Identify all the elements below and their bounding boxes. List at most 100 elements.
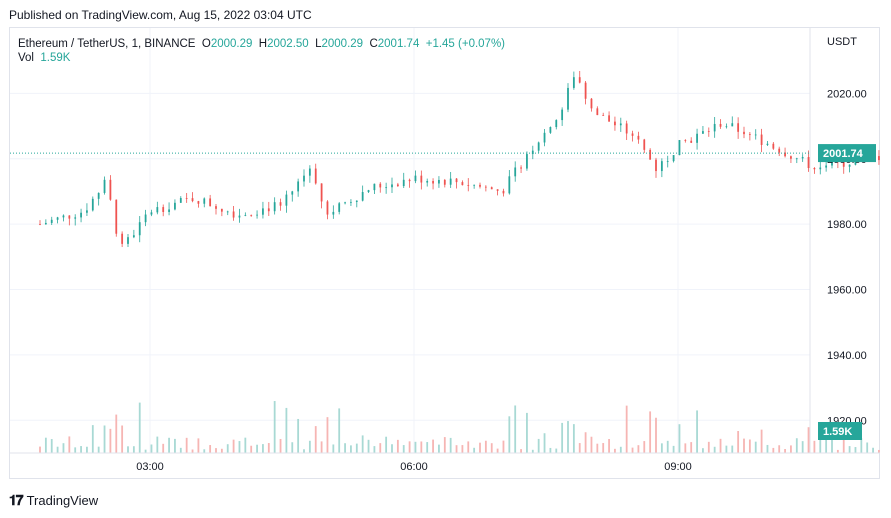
candle-body: [737, 123, 740, 132]
x-tick-label: 09:00: [664, 461, 692, 473]
volume-bar: [848, 446, 851, 453]
candle-body: [584, 82, 587, 99]
volume-bar: [115, 414, 118, 453]
volume-bar: [150, 444, 153, 453]
volume-bar: [68, 436, 71, 453]
candle-body: [713, 123, 716, 132]
price-chart[interactable]: USDT1920.001940.001960.001980.002000.002…: [10, 28, 880, 478]
volume-bar: [778, 445, 781, 453]
candle-body: [678, 140, 681, 156]
candle-body: [162, 207, 165, 212]
candle-body: [719, 123, 722, 127]
candle-body: [514, 167, 517, 177]
candle-body: [790, 156, 792, 159]
candle-body: [531, 150, 534, 155]
candle-body: [215, 206, 217, 209]
candle-body: [402, 179, 405, 187]
volume-bar: [731, 445, 734, 453]
volume-bar: [238, 441, 241, 453]
candle-body: [490, 187, 493, 190]
candle-body: [109, 179, 112, 200]
candle-body: [801, 157, 804, 159]
candle-body: [572, 77, 575, 88]
x-tick-label: 06:00: [400, 461, 428, 473]
volume-bar: [156, 436, 159, 453]
volume-bar: [250, 445, 253, 453]
candle-body: [813, 168, 816, 170]
candle-body: [168, 209, 170, 212]
volume-bar: [103, 425, 106, 453]
volume-bar: [531, 449, 534, 453]
candle-body: [62, 215, 65, 218]
candle-body: [496, 189, 499, 191]
volume-bar: [132, 446, 135, 453]
candle-body: [426, 180, 429, 183]
volume-bar: [860, 438, 863, 453]
candle-body: [831, 159, 833, 166]
volume-bar: [754, 441, 757, 453]
candle-body: [854, 160, 857, 165]
candle-body: [144, 214, 147, 223]
candle-body: [68, 215, 71, 219]
footer-brand[interactable]: 𝟏𝟕 TradingView: [9, 492, 98, 509]
candle-body: [373, 183, 376, 191]
volume-bar: [596, 443, 599, 453]
volume-bar: [572, 424, 575, 453]
candle-body: [244, 214, 247, 216]
y-tick-label: 1940.00: [827, 350, 867, 362]
candle-body: [631, 133, 634, 136]
candle-body: [314, 168, 317, 184]
volume-bar: [109, 428, 112, 453]
volume-bar: [637, 445, 640, 453]
candle-body: [455, 178, 458, 183]
y-tick-label: 1980.00: [827, 219, 867, 231]
candle-body: [614, 121, 616, 126]
candle-body: [754, 134, 757, 136]
volume-bar: [97, 446, 100, 453]
volume-bar: [484, 440, 487, 453]
volume-bar: [414, 441, 417, 453]
volume-bar: [256, 444, 258, 453]
volume-bar: [490, 443, 493, 453]
candle-body: [655, 159, 657, 172]
candle-body: [795, 158, 798, 160]
legend-open: 2000.29: [210, 38, 253, 50]
published-caption: Published on TradingView.com, Aug 15, 20…: [9, 8, 312, 22]
volume-bar: [578, 443, 581, 453]
volume-bar: [625, 405, 628, 453]
volume-bar: [678, 424, 681, 453]
candle-body: [297, 181, 300, 192]
volume-bar: [144, 449, 147, 453]
volume-bar: [526, 412, 528, 453]
candle-body: [637, 135, 640, 140]
volume-bar: [473, 447, 476, 453]
candle-body: [291, 191, 294, 195]
volume-bar: [209, 445, 212, 453]
candle-body: [150, 212, 153, 215]
volume-bar: [44, 437, 47, 453]
candle-body: [232, 211, 235, 218]
candle-body: [80, 212, 82, 218]
candle-body: [414, 175, 417, 182]
candle-body: [250, 214, 253, 216]
volume-bar: [760, 429, 763, 453]
candle-body: [273, 202, 276, 212]
candle-body: [596, 108, 599, 116]
candle-body: [97, 192, 100, 199]
volume-bar: [772, 447, 775, 453]
candle-body: [484, 186, 487, 188]
volume-tag: [818, 422, 862, 440]
volume-bar: [203, 449, 206, 453]
volume-bar: [338, 408, 341, 453]
candle-body: [385, 187, 388, 189]
volume-bar: [748, 439, 751, 453]
candle-body: [684, 140, 687, 141]
candle-body: [748, 134, 751, 135]
candle-body: [508, 176, 511, 194]
volume-bar: [619, 446, 622, 453]
volume-bar: [285, 407, 288, 453]
volume-bar: [831, 437, 833, 453]
candle-body: [44, 222, 47, 225]
candle-body: [537, 142, 540, 151]
candle-body: [819, 167, 822, 170]
